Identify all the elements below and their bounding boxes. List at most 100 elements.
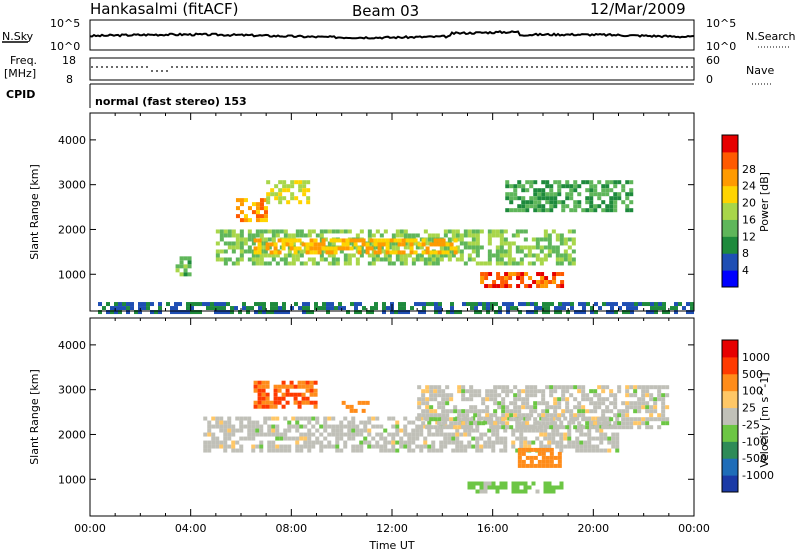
heatmap-cell <box>575 448 580 453</box>
heatmap-cell <box>391 448 396 453</box>
heatmap-cell <box>331 261 336 266</box>
heatmap-cell <box>479 436 484 441</box>
heatmap-cell <box>357 238 362 243</box>
heatmap-cell <box>529 389 534 394</box>
heatmap-cell <box>469 405 474 410</box>
heatmap-cell <box>419 444 424 449</box>
freq-point <box>271 66 273 68</box>
heatmap-cell <box>495 233 500 238</box>
heatmap-cell <box>525 180 530 185</box>
heatmap-cell <box>547 489 552 494</box>
heatmap-cell <box>405 238 410 243</box>
freq-point <box>391 66 393 68</box>
heatmap-cell <box>122 302 126 307</box>
heatmap-cell <box>419 257 424 262</box>
heatmap-cell <box>610 306 614 311</box>
heatmap-cell <box>355 432 360 437</box>
colorbar-swatch <box>722 219 738 237</box>
freq-point <box>326 66 328 68</box>
heatmap-cell <box>227 436 232 441</box>
heatmap-cell <box>435 233 440 238</box>
heatmap-cell <box>541 188 546 193</box>
heatmap-cell <box>509 208 514 213</box>
heatmap-cell <box>337 238 342 243</box>
heatmap-cell <box>313 250 318 255</box>
heatmap-cell <box>259 424 264 429</box>
heatmap-cell <box>525 188 530 193</box>
heatmap-cell <box>401 238 406 243</box>
heatmap-cell <box>662 310 666 315</box>
heatmap-cell <box>243 218 248 223</box>
heatmap-cell <box>239 436 244 441</box>
heatmap-cell <box>609 425 614 430</box>
heatmap-cell <box>271 257 276 262</box>
heatmap-cell <box>367 229 372 234</box>
heatmap-cell <box>303 261 308 266</box>
heatmap-cell <box>507 261 512 266</box>
heatmap-cell <box>255 420 260 425</box>
heatmap-cell <box>495 428 500 433</box>
heatmap-cell <box>302 184 307 189</box>
heatmap-cell <box>601 397 606 402</box>
heatmap-cell <box>480 280 485 285</box>
heatmap-cell <box>203 448 208 453</box>
heatmap-cell <box>429 413 434 418</box>
heatmap-cell <box>178 310 182 315</box>
heatmap-cell <box>299 432 304 437</box>
heatmap-cell <box>343 432 348 437</box>
heatmap-cell <box>557 413 562 418</box>
heatmap-cell <box>549 393 554 398</box>
heatmap-cell <box>417 417 422 422</box>
heatmap-cell <box>265 396 270 401</box>
heatmap-cell <box>341 400 346 405</box>
heatmap-cell <box>431 253 436 258</box>
heatmap-cell <box>471 237 476 242</box>
freq-point <box>206 66 208 68</box>
heatmap-cell <box>219 440 224 445</box>
heatmap-cell <box>314 302 318 307</box>
beam-label: Beam 03 <box>352 2 419 20</box>
heatmap-cell <box>402 310 406 315</box>
freq-point <box>516 66 518 68</box>
heatmap-cell <box>541 208 546 213</box>
heatmap-cell <box>383 253 388 258</box>
heatmap-cell <box>515 261 520 266</box>
heatmap-cell <box>467 257 472 262</box>
heatmap-cell <box>551 432 556 437</box>
heatmap-cell <box>254 302 258 307</box>
heatmap-cell <box>549 425 554 430</box>
heatmap-cell <box>515 428 520 433</box>
heatmap-cell <box>203 444 208 449</box>
heatmap-cell <box>325 250 330 255</box>
heatmap-cell <box>306 302 310 307</box>
heatmap-cell <box>247 420 252 425</box>
heatmap-cell <box>267 448 272 453</box>
heatmap-cell <box>503 241 508 246</box>
freq-point <box>421 66 423 68</box>
heatmap-cell <box>429 385 434 390</box>
heatmap-cell <box>589 184 594 189</box>
heatmap-cell <box>622 310 626 315</box>
heatmap-cell <box>257 396 262 401</box>
heatmap-cell <box>277 400 282 405</box>
colorbar-tick-label: 12 <box>742 230 756 243</box>
heatmap-cell <box>263 218 268 223</box>
heatmap-cell <box>417 397 422 402</box>
heatmap-cell <box>427 237 432 242</box>
heatmap-cell <box>511 233 516 238</box>
freq-point <box>251 66 253 68</box>
heatmap-cell <box>449 417 454 422</box>
heatmap-cell <box>463 420 468 425</box>
heatmap-cell <box>283 444 288 449</box>
heatmap-cell <box>520 276 525 281</box>
heatmap-cell <box>306 306 310 311</box>
heatmap-cell <box>515 485 520 490</box>
heatmap-cell <box>646 302 650 307</box>
freq-point <box>191 66 193 68</box>
heatmap-cell <box>267 444 272 449</box>
heatmap-cell <box>531 253 536 258</box>
heatmap-cell <box>311 416 316 421</box>
heatmap-cell <box>486 306 490 311</box>
heatmap-cell <box>259 218 264 223</box>
